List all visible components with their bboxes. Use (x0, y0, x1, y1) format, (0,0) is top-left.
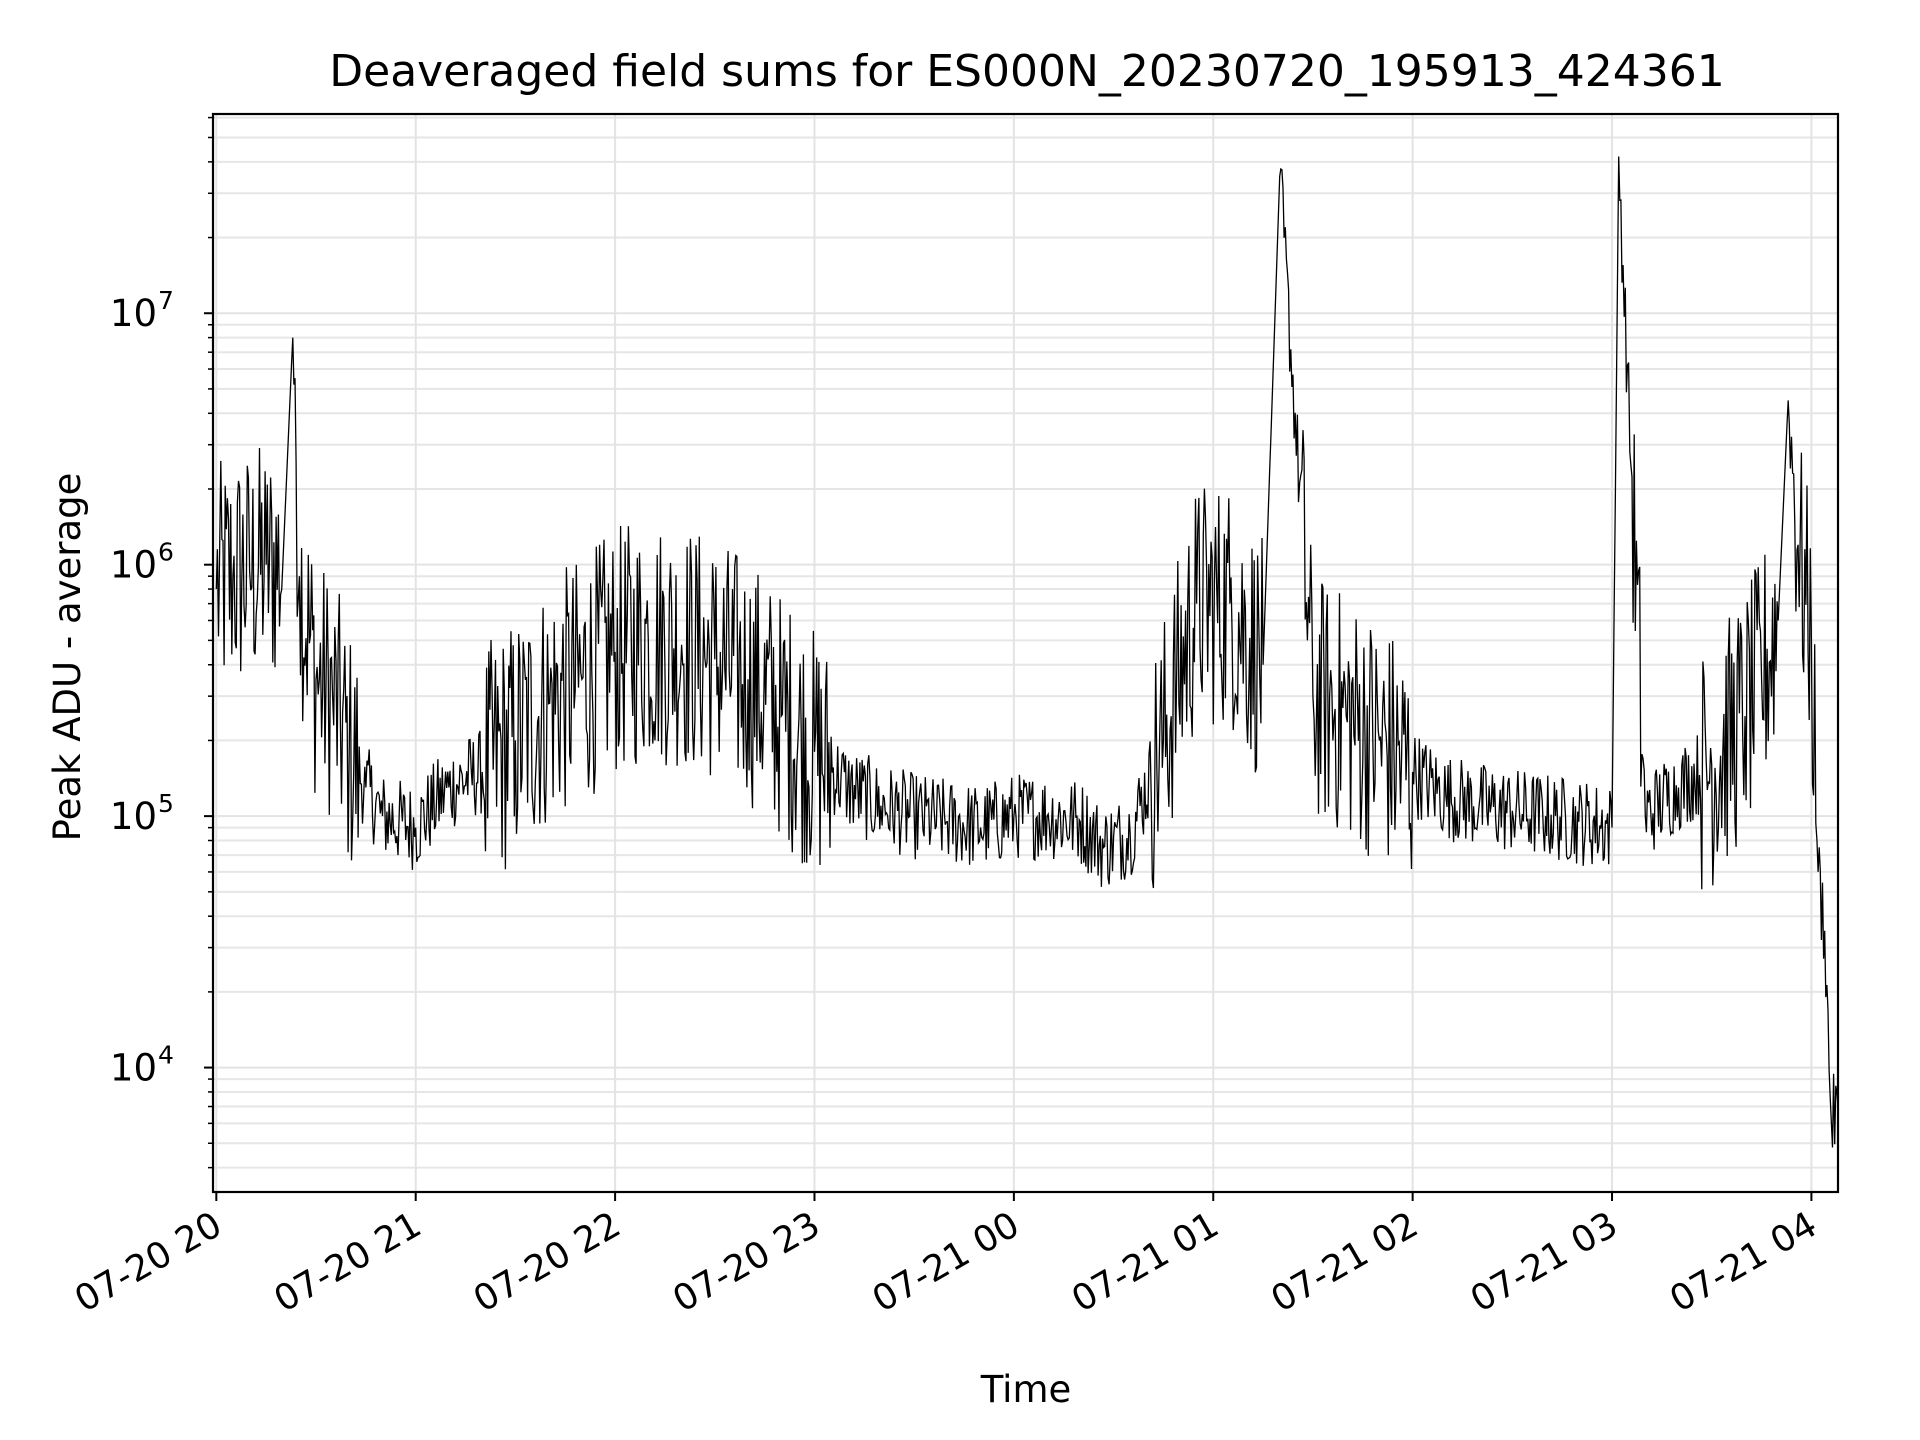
y-tick-exponent: 6 (158, 538, 174, 567)
y-tick-label: 10 (110, 544, 157, 587)
x-axis-label: Time (980, 1368, 1072, 1411)
y-tick-label: 10 (110, 292, 157, 335)
grid-lines (213, 114, 1838, 1192)
x-tick-label: 07-20 21 (268, 1204, 429, 1320)
x-tick-label: 07-20 20 (68, 1204, 229, 1320)
x-axis-ticks: 07-20 20 07-20 21 07-20 22 07-20 23 07-21 00… (68, 1192, 1824, 1321)
y-tick-exponent: 5 (158, 789, 174, 818)
x-tick-label: 07-21 03 (1464, 1204, 1625, 1320)
x-tick-label: 07-20 22 (467, 1204, 628, 1320)
x-tick-label: 07-21 02 (1264, 1204, 1425, 1320)
y-tick-exponent: 7 (158, 286, 174, 315)
x-tick-label: 07-21 04 (1663, 1204, 1824, 1320)
y-axis-label: Peak ADU - average (46, 473, 89, 842)
chart-title: Deaveraged field sums for ES000N_2023072… (329, 46, 1725, 97)
series-line (215, 156, 1839, 1148)
y-tick-exponent: 4 (158, 1041, 174, 1070)
plot-frame (211, 112, 1840, 1194)
x-tick-label: 07-20 23 (666, 1204, 827, 1320)
x-tick-label: 07-21 00 (866, 1204, 1027, 1320)
y-tick-label: 10 (110, 795, 157, 838)
x-tick-label: 07-21 01 (1065, 1204, 1226, 1320)
y-tick-label: 10 (110, 1047, 157, 1090)
